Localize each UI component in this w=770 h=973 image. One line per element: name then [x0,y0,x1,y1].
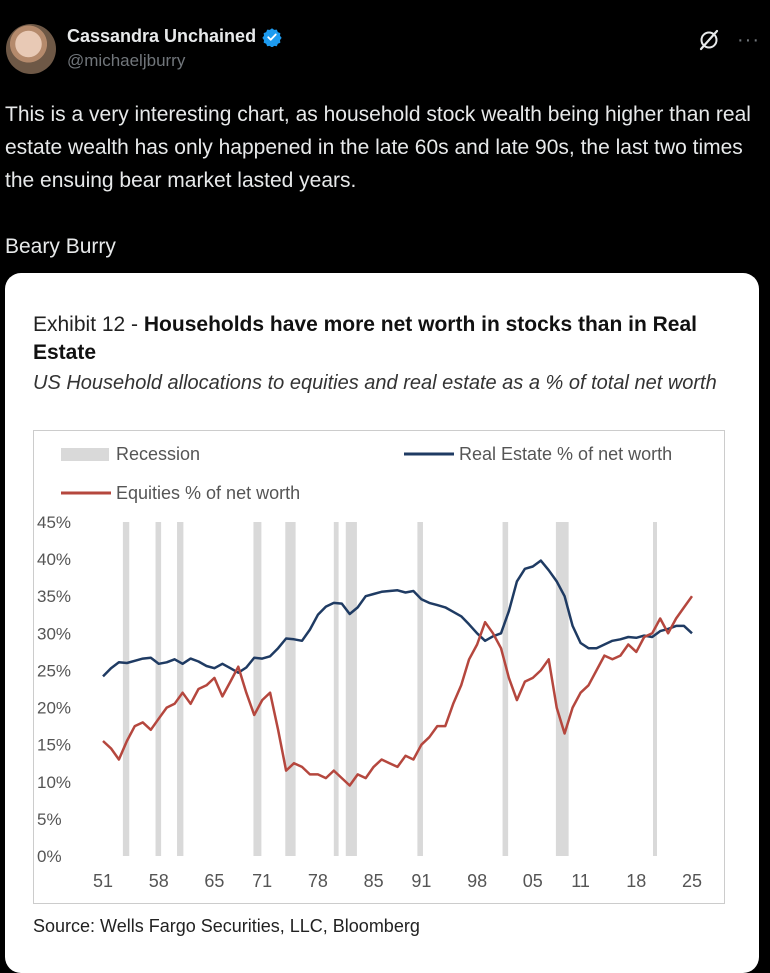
recession-band [333,522,339,856]
tweet-author: Cassandra Unchained @michaeljburry [67,26,282,71]
recession-band [345,522,357,856]
exhibit-headline: Households have more net worth in stocks… [33,313,697,364]
chart-image-card[interactable]: Exhibit 12 - Households have more net wo… [5,273,759,973]
y-tick-label: 25% [37,661,71,680]
exhibit-subtitle: US Household allocations to equities and… [33,372,717,394]
legend-equities-label: Equities % of net worth [116,483,300,503]
recession-band [155,522,162,856]
recession-band [555,522,569,856]
tweet-signature: Beary Burry [5,235,116,258]
y-tick-label: 35% [37,587,71,606]
line-chart: Recession Real Estate % of net worth Equ… [37,444,702,891]
grok-icon[interactable] [697,28,721,52]
recession-band [177,522,184,856]
chart-frame: Recession Real Estate % of net worth Equ… [33,430,725,904]
chart-legend: Recession Real Estate % of net worth Equ… [61,444,672,503]
x-tick-label: 85 [364,871,384,891]
chart-source: Source: Wells Fargo Securities, LLC, Blo… [33,916,420,936]
tweet-actions: ··· [697,28,760,52]
x-tick-label: 25 [682,871,702,891]
author-name[interactable]: Cassandra Unchained [67,26,257,46]
y-tick-label: 5% [37,810,62,829]
x-tick-label: 05 [523,871,543,891]
x-tick-label: 11 [571,871,590,891]
y-tick-label: 40% [37,550,71,569]
legend-real-estate-label: Real Estate % of net worth [459,444,672,464]
recession-band [285,522,296,856]
y-tick-label: 20% [37,699,71,718]
avatar[interactable] [6,24,56,74]
more-options-icon[interactable]: ··· [737,29,760,51]
x-tick-label: 78 [308,871,328,891]
x-tick-label: 65 [204,871,224,891]
recession-band [652,522,657,856]
exhibit-prefix: Exhibit 12 - [33,313,144,336]
chart-series [102,559,694,787]
tweet-body: This is a very interesting chart, as hou… [5,103,751,192]
x-tick-label: 91 [411,871,431,891]
recession-bands [122,522,657,856]
x-tick-label: 51 [93,871,113,891]
y-tick-label: 10% [37,773,71,792]
recession-band [253,522,262,856]
recession-band [122,522,130,856]
x-tick-label: 71 [252,871,272,891]
x-tick-label: 58 [149,871,169,891]
y-tick-label: 30% [37,624,71,643]
tweet-text: This is a very interesting chart, as hou… [5,98,755,263]
equities-line [102,595,694,787]
y-axis: 0% 5% 10% 15% 20% 25% 30% 35% 40% 45% [37,513,71,866]
y-tick-label: 45% [37,513,71,532]
x-axis: 51 58 65 71 78 85 91 98 05 11 18 25 [93,871,702,891]
x-tick-label: 98 [467,871,487,891]
legend-recession-swatch [61,448,109,461]
author-handle[interactable]: @michaeljburry [67,51,186,70]
legend-recession-label: Recession [116,444,200,464]
real-estate-line [102,559,693,678]
exhibit-title: Exhibit 12 - Households have more net wo… [33,311,723,367]
recession-band [417,522,423,856]
author-name-row[interactable]: Cassandra Unchained [67,26,282,47]
y-tick-label: 15% [37,736,71,755]
recession-band [502,522,509,856]
y-tick-label: 0% [37,847,62,866]
verified-badge-icon [262,27,282,47]
x-tick-label: 18 [626,871,646,891]
